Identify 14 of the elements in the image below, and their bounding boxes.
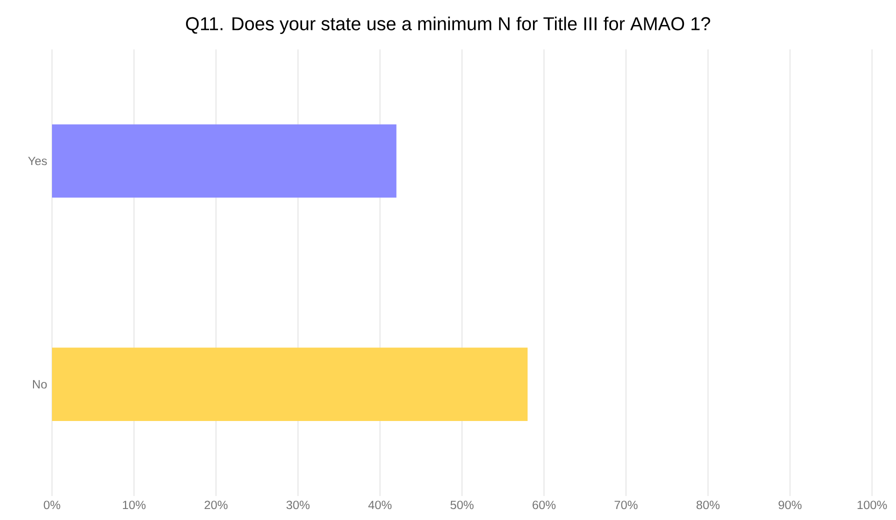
- x-tick-label: 90%: [778, 500, 802, 510]
- x-tick-label: 30%: [286, 500, 310, 510]
- chart-title: Q11. Does your state use a minimum N for Title III for AMAO 1?: [186, 16, 710, 34]
- y-tick-label: Yes: [28, 156, 47, 166]
- x-tick-label: 100%: [858, 500, 887, 510]
- x-tick-label: 50%: [450, 500, 474, 510]
- x-tick-label: 20%: [204, 500, 228, 510]
- x-tick-label: 60%: [532, 500, 556, 510]
- y-tick-label: No: [33, 380, 47, 389]
- x-tick-label: 40%: [368, 500, 392, 510]
- x-tick-label: 70%: [614, 500, 638, 510]
- x-tick-label: 0%: [44, 500, 60, 510]
- x-tick-label: 80%: [696, 500, 720, 510]
- x-tick-label: 10%: [122, 500, 146, 510]
